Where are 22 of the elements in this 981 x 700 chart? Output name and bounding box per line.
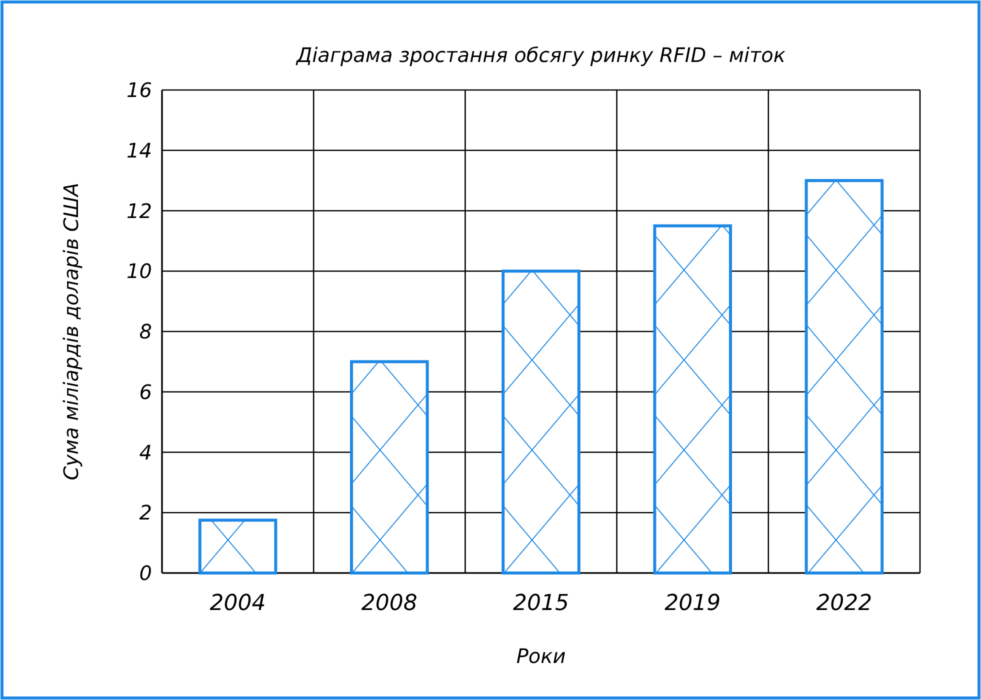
x-tick-label: 2022 bbox=[816, 591, 872, 616]
y-tick-label: 12 bbox=[126, 198, 152, 223]
y-tick-label: 10 bbox=[126, 259, 152, 284]
y-tick-label: 2 bbox=[139, 500, 152, 525]
y-tick-label: 16 bbox=[126, 78, 152, 102]
bar bbox=[198, 518, 278, 574]
chart-title: Діаграма зростання обсягу ринку RFID – міток bbox=[296, 43, 786, 67]
x-tick-label: 2015 bbox=[513, 591, 569, 616]
bar bbox=[653, 224, 732, 574]
y-tick-label: 8 bbox=[139, 320, 152, 344]
y-tick-label: 6 bbox=[139, 380, 152, 404]
y-tick-label: 4 bbox=[139, 440, 152, 464]
x-tick-label: 2004 bbox=[210, 591, 266, 616]
y-axis-title: Сума міліардів доларів США bbox=[59, 182, 83, 480]
bar bbox=[350, 360, 429, 574]
x-tick-label: 2008 bbox=[361, 591, 418, 616]
y-tick-label: 14 bbox=[126, 138, 152, 162]
bar bbox=[502, 270, 580, 574]
bar bbox=[804, 179, 884, 574]
x-axis-title: Роки bbox=[516, 644, 566, 668]
x-tick-label: 2019 bbox=[664, 591, 721, 616]
y-tick-label: 0 bbox=[139, 561, 152, 585]
